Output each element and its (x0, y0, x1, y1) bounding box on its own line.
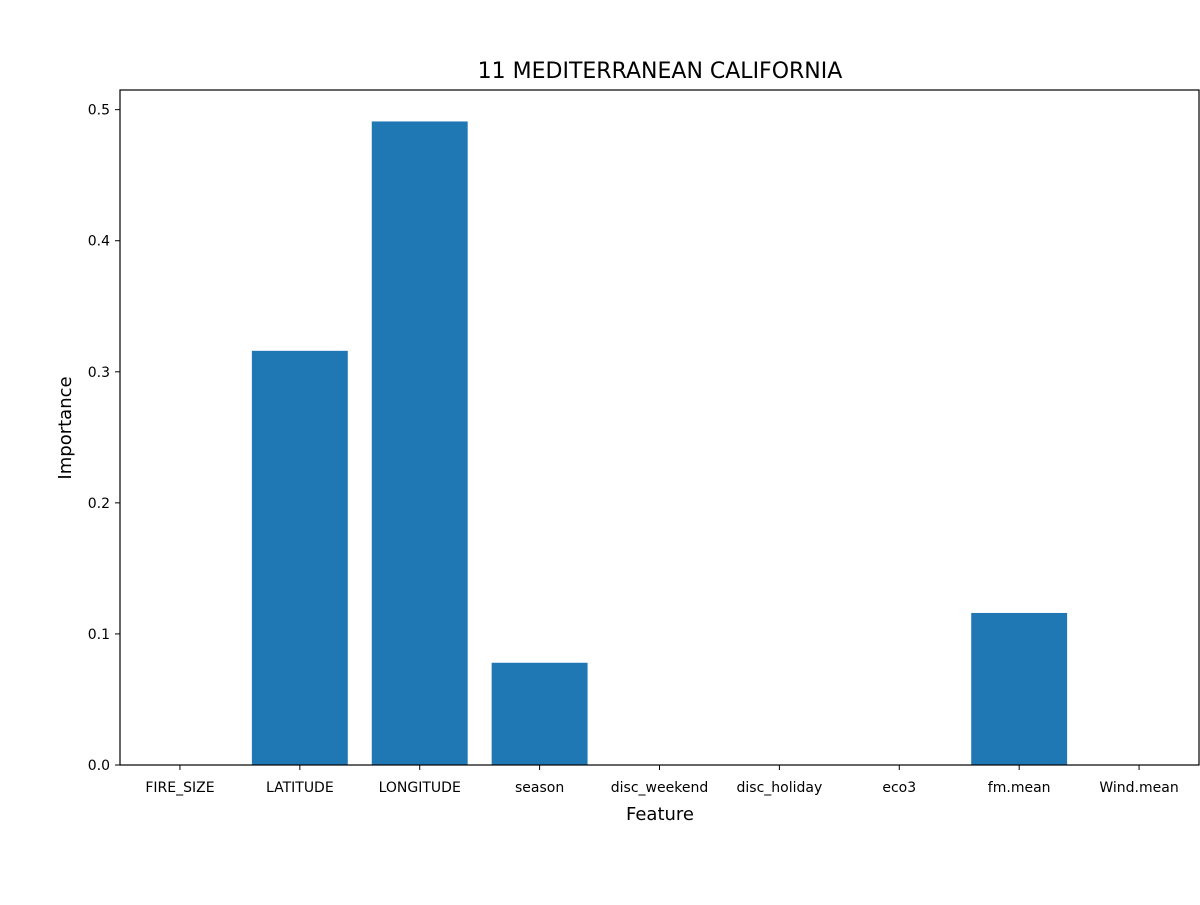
bar-season (491, 662, 588, 765)
bar-latitude (251, 350, 348, 765)
bars-layer (251, 121, 1068, 766)
x-tick-label: Wind.mean (1099, 780, 1178, 796)
x-axis: FIRE_SIZE LATITUDE LONGITUDE season disc_wee… (145, 765, 1179, 796)
x-tick-label: season (515, 780, 564, 796)
y-tick-label: 0.0 (88, 758, 110, 774)
y-tick-label: 0.1 (88, 627, 110, 643)
x-tick-label: eco3 (882, 780, 916, 796)
x-axis-label: Feature (626, 804, 694, 825)
x-tick-label: disc_holiday (737, 780, 823, 796)
x-tick-label: disc_weekend (611, 780, 708, 796)
y-tick-label: 0.4 (88, 234, 110, 250)
x-tick-label: fm.mean (988, 780, 1051, 796)
bar-longitude (371, 121, 468, 766)
bar-fm-mean (971, 612, 1068, 765)
chart-title: 11 MEDITERRANEAN CALIFORNIA (478, 59, 843, 84)
y-tick-label: 0.3 (88, 365, 110, 381)
x-tick-label: LATITUDE (266, 780, 334, 796)
x-tick-label: LONGITUDE (379, 780, 461, 796)
y-tick-label: 0.2 (88, 496, 110, 512)
y-axis-label: Importance (55, 376, 76, 479)
y-tick-label: 0.5 (88, 103, 110, 119)
x-tick-label: FIRE_SIZE (145, 780, 214, 796)
y-axis: 0.0 0.1 0.2 0.3 0.4 0.5 (88, 103, 120, 774)
